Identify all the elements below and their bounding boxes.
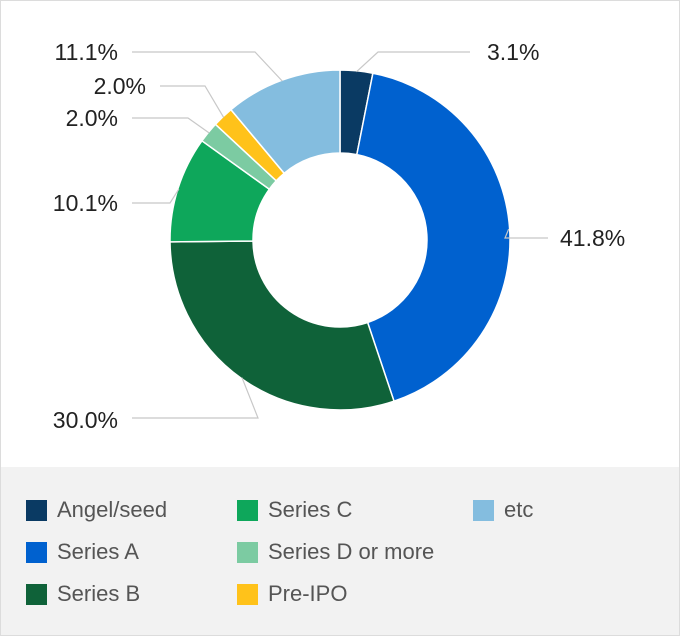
legend-swatch <box>237 499 258 521</box>
legend-label: Angel/seed <box>57 497 168 522</box>
legend-item-pre-ipo: Pre-IPO <box>237 580 347 608</box>
leader-line-series-d-or-more <box>132 117 210 134</box>
legend-swatch <box>26 583 47 605</box>
leader-line-pre-ipo <box>160 85 225 118</box>
leader-line-etc <box>132 51 283 82</box>
legend-swatch <box>237 583 258 605</box>
slice-label-series-a: 41.8% <box>560 225 625 251</box>
legend-label: Series B <box>57 581 141 606</box>
legend-item-series-c: Series C <box>237 496 352 524</box>
legend-swatch <box>237 541 258 563</box>
slice-etc <box>229 69 341 175</box>
donut-chart: 3.1% 41.8% 30.0% 10.1% 2.0% 2.0% 11.1% <box>53 39 625 433</box>
leader-line-series-b <box>132 377 259 419</box>
slice-labels: 3.1% 41.8% 30.0% 10.1% 2.0% 2.0% 11.1% <box>53 39 625 433</box>
legend-item-series-a: Series A <box>26 538 139 566</box>
legend-label: Series D or more <box>268 539 435 564</box>
legend-swatch <box>473 499 494 521</box>
slice-label-pre-ipo: 2.0% <box>94 73 146 99</box>
legend-label: Pre-IPO <box>268 581 348 606</box>
leader-line-series-a <box>504 228 548 239</box>
legend-item-etc: etc <box>473 496 533 524</box>
legend-swatch <box>26 541 47 563</box>
leader-line-series-c <box>132 188 180 204</box>
legend-label: etc <box>504 497 534 522</box>
legend-swatch <box>26 499 47 521</box>
donut-slices <box>169 69 511 411</box>
legend-item-series-b: Series B <box>26 580 140 608</box>
legend-label: Series A <box>57 539 139 564</box>
slice-label-etc: 11.1% <box>54 39 118 65</box>
leader-line-angel-seed <box>356 51 470 73</box>
slice-label-angel-seed: 3.1% <box>487 39 539 65</box>
legend-item-angel-seed: Angel/seed <box>26 496 167 524</box>
slice-series-b <box>169 240 395 411</box>
legend-label: Series C <box>268 497 353 522</box>
slice-series-a <box>355 72 511 403</box>
legend-item-series-d-or-more: Series D or more <box>237 538 434 566</box>
chart-legend: Angel/seed Series A Series B Series C Se… <box>1 467 679 635</box>
slice-label-series-d-or-more: 2.0% <box>66 105 118 131</box>
slice-label-series-c: 10.1% <box>53 190 118 216</box>
slice-label-series-b: 30.0% <box>53 407 118 433</box>
leader-lines <box>132 51 548 419</box>
